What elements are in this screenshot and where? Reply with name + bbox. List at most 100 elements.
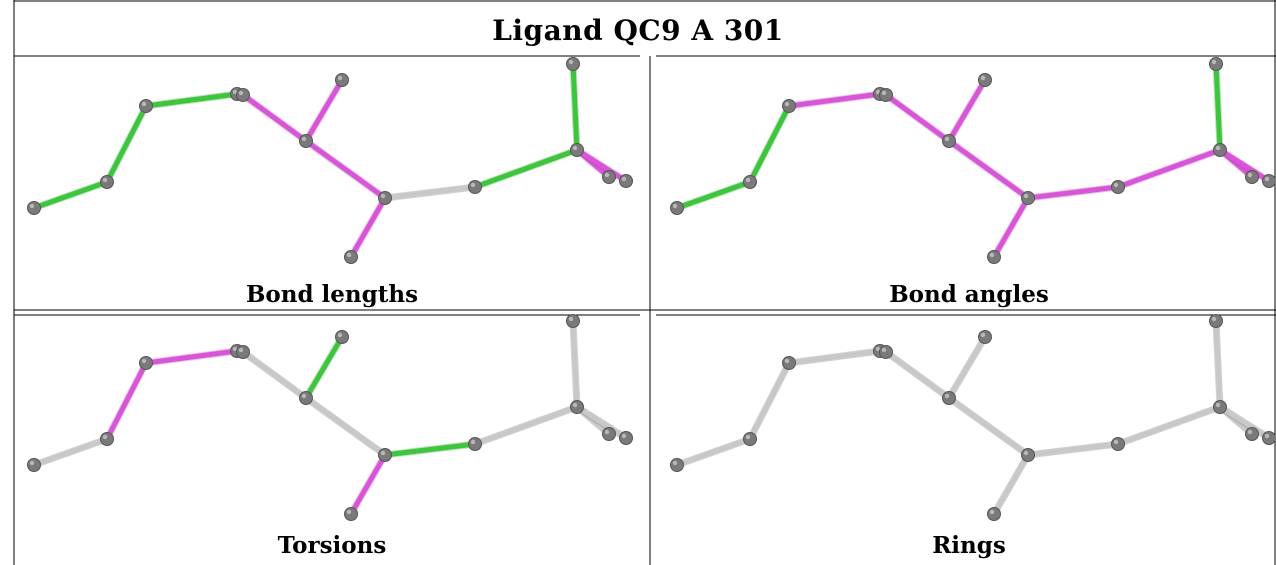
bond-good (303, 334, 345, 401)
atom (378, 448, 392, 462)
atom-highlight (881, 90, 887, 96)
bond-good (104, 103, 149, 185)
atom-highlight (337, 75, 343, 81)
atom-highlight (1264, 176, 1270, 182)
bond-outlier (240, 92, 309, 144)
atom (139, 99, 153, 113)
atom-highlight (1113, 439, 1119, 445)
atom-highlight (1023, 450, 1029, 456)
atom-highlight (1215, 145, 1221, 151)
atom (1111, 437, 1125, 451)
atom (566, 314, 580, 328)
bond-neutral (1025, 441, 1121, 458)
atom-highlight (1023, 193, 1029, 199)
bond-neutral (31, 436, 110, 468)
bond-outlier (946, 138, 1031, 201)
bond-good (143, 91, 240, 109)
atom (987, 507, 1001, 521)
atom (299, 134, 313, 148)
bond-outlier (574, 147, 629, 184)
molecule-panel-bond-angles (670, 57, 1275, 264)
atom-highlight (232, 89, 238, 95)
bond-neutral (1213, 318, 1223, 410)
atom-highlight (784, 358, 790, 364)
atom-highlight (604, 172, 610, 178)
atom (602, 170, 616, 184)
bond-outlier (348, 452, 388, 517)
atom (27, 458, 41, 472)
atom-highlight (944, 393, 950, 399)
bond-good (31, 179, 110, 211)
atom (566, 57, 580, 71)
atom (344, 250, 358, 264)
atom-highlight (875, 89, 881, 95)
bond-good (472, 147, 580, 190)
atom-highlight (102, 177, 108, 183)
atom (978, 73, 992, 87)
atom (468, 437, 482, 451)
atom-highlight (1215, 402, 1221, 408)
atom-highlight (568, 59, 574, 65)
bond-neutral (574, 404, 629, 441)
bond-good (674, 179, 753, 211)
atom-highlight (232, 346, 238, 352)
atom (619, 431, 633, 445)
atom-highlight (572, 145, 578, 151)
atom-highlight (875, 346, 881, 352)
bond-neutral (1217, 404, 1272, 441)
molecule-panel-rings (670, 314, 1275, 521)
atom-highlight (1264, 433, 1270, 439)
atom (1021, 448, 1035, 462)
atom (236, 88, 250, 102)
atom (782, 99, 796, 113)
atom (743, 175, 757, 189)
caption-rings: Rings (932, 532, 1006, 559)
atom-highlight (470, 182, 476, 188)
atom-highlight (470, 439, 476, 445)
bond-outlier (143, 348, 240, 366)
atom (602, 427, 616, 441)
bond-outlier (946, 77, 988, 144)
atom-highlight (141, 101, 147, 107)
atom (670, 201, 684, 215)
atom (619, 174, 633, 188)
bond-good (1213, 61, 1223, 153)
bond-neutral (674, 436, 753, 468)
atom-highlight (1247, 429, 1253, 435)
bond-outlier (786, 91, 883, 109)
molecule (27, 314, 633, 521)
atom (27, 201, 41, 215)
bond-outlier (104, 360, 149, 442)
atom-highlight (944, 136, 950, 142)
atom-highlight (989, 509, 995, 515)
bond-good (570, 61, 580, 153)
atom (1213, 400, 1227, 414)
atom (942, 391, 956, 405)
bond-outlier (303, 138, 388, 201)
atom (879, 345, 893, 359)
atom (782, 356, 796, 370)
molecule-panel-bond-lengths (27, 57, 633, 264)
atom (978, 330, 992, 344)
atom-highlight (380, 450, 386, 456)
atom (942, 134, 956, 148)
bond-neutral (786, 348, 883, 366)
atom-highlight (29, 460, 35, 466)
atom-highlight (980, 75, 986, 81)
atom (670, 458, 684, 472)
bond-neutral (946, 395, 1031, 458)
atom-highlight (672, 460, 678, 466)
atom (100, 432, 114, 446)
bond-outlier (303, 77, 345, 144)
bond-neutral (946, 334, 988, 401)
atom-highlight (29, 203, 35, 209)
atom (743, 432, 757, 446)
atom (299, 391, 313, 405)
caption-torsions: Torsions (277, 532, 387, 559)
atom-highlight (881, 347, 887, 353)
bond-neutral (382, 184, 478, 201)
atom (344, 507, 358, 521)
molecule (670, 57, 1275, 264)
atom (570, 143, 584, 157)
atom-highlight (238, 90, 244, 96)
